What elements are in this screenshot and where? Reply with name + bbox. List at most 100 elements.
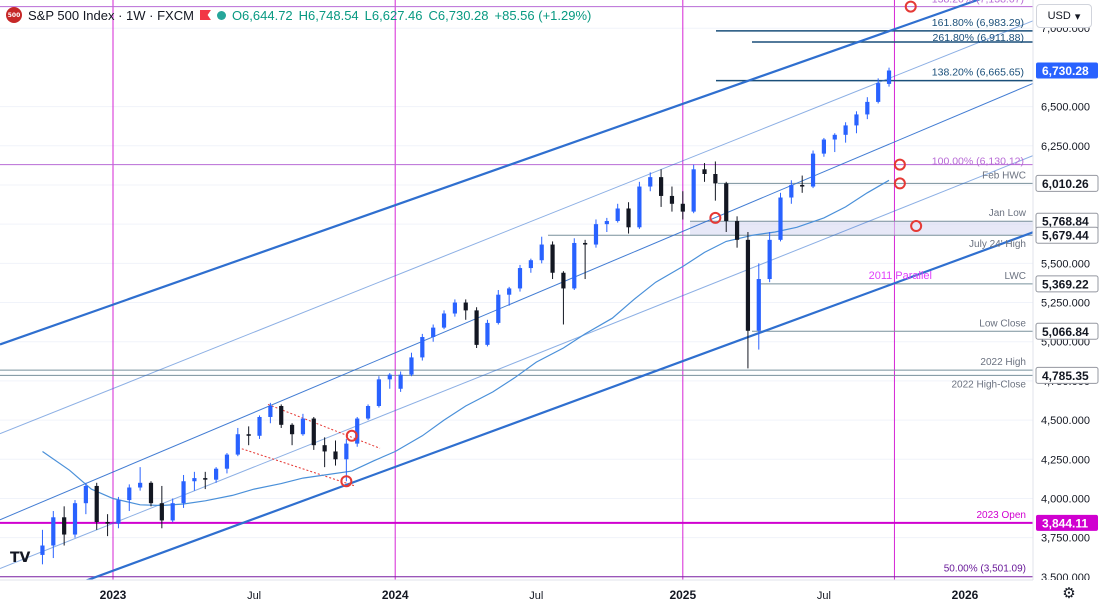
candle-body[interactable] xyxy=(800,184,805,187)
candle-body[interactable] xyxy=(224,454,230,469)
candle-body[interactable] xyxy=(680,203,685,212)
candle-body[interactable] xyxy=(268,406,273,417)
candle-body[interactable] xyxy=(745,239,751,331)
candle-body[interactable] xyxy=(583,242,588,245)
candle-body[interactable] xyxy=(713,174,718,184)
candle-body[interactable] xyxy=(539,244,544,261)
candle-body[interactable] xyxy=(441,313,447,328)
candle-body[interactable] xyxy=(127,487,132,501)
candle-body[interactable] xyxy=(659,177,664,196)
candle-body[interactable] xyxy=(300,418,306,435)
candle-body[interactable] xyxy=(148,482,154,504)
grid-layer xyxy=(0,27,1033,578)
candle-body[interactable] xyxy=(311,418,316,446)
candle-body[interactable] xyxy=(257,416,262,436)
candle-body[interactable] xyxy=(159,503,164,521)
candle-body[interactable] xyxy=(528,260,533,269)
candle-body[interactable] xyxy=(810,153,816,187)
price-tag-label: 5,369.22 xyxy=(1042,277,1089,291)
fib-level-label: 138.20% (7,138.07) xyxy=(932,0,1024,6)
price-tag xyxy=(1035,226,1099,244)
candle-body[interactable] xyxy=(72,503,78,535)
candle-body[interactable] xyxy=(561,272,566,289)
candle-body[interactable] xyxy=(507,288,512,295)
candle-body[interactable] xyxy=(420,337,425,358)
candle-body[interactable] xyxy=(756,279,761,331)
flag-icon[interactable] xyxy=(199,10,211,20)
candle-body[interactable] xyxy=(322,445,327,452)
candle-body[interactable] xyxy=(289,424,295,435)
candle-body[interactable] xyxy=(485,322,490,345)
candle-body[interactable] xyxy=(387,374,392,380)
tradingview-logo: TV xyxy=(10,550,31,566)
candle-body[interactable] xyxy=(203,478,208,480)
candle-body[interactable] xyxy=(181,481,186,504)
candle-body[interactable] xyxy=(724,183,729,222)
candle-body[interactable] xyxy=(821,139,827,154)
candle-body[interactable] xyxy=(62,517,67,535)
candle-body[interactable] xyxy=(192,478,197,482)
candle-body[interactable] xyxy=(51,517,56,546)
level-label: Jan Low xyxy=(989,208,1027,219)
candle-body[interactable] xyxy=(648,177,653,187)
price-tick-label: 4,500.000 xyxy=(1041,415,1090,427)
candle-body[interactable] xyxy=(409,357,414,375)
candle-body[interactable] xyxy=(105,522,110,524)
candle-body[interactable] xyxy=(138,482,143,488)
settings-gear-icon[interactable]: ⚙ xyxy=(1062,585,1076,602)
candle-body[interactable] xyxy=(246,434,251,436)
time-tick-label: Jul xyxy=(529,590,543,602)
candle-body[interactable] xyxy=(94,485,99,522)
candle-body[interactable] xyxy=(496,294,501,323)
candle-body[interactable] xyxy=(355,418,360,444)
candle-body[interactable] xyxy=(279,406,284,425)
candle-body[interactable] xyxy=(83,485,88,504)
candle-body[interactable] xyxy=(886,70,892,84)
candle-body[interactable] xyxy=(376,379,382,406)
candle-body[interactable] xyxy=(789,184,794,198)
candle-body[interactable] xyxy=(626,208,631,228)
price-tag-label: 6,730.28 xyxy=(1042,64,1089,78)
candle-body[interactable] xyxy=(669,195,675,204)
candle-body[interactable] xyxy=(854,114,859,126)
candle-body[interactable] xyxy=(734,221,740,240)
candle-body[interactable] xyxy=(365,406,371,419)
pivot-marker xyxy=(345,429,358,442)
candle-body[interactable] xyxy=(517,268,523,289)
candle-body[interactable] xyxy=(333,451,338,460)
candle-body[interactable] xyxy=(344,443,349,460)
candle-body[interactable] xyxy=(593,224,599,245)
candle-body[interactable] xyxy=(550,244,555,273)
price-tag-label: 5,768.84 xyxy=(1042,215,1089,229)
candle-body[interactable] xyxy=(615,208,620,222)
candle-body[interactable] xyxy=(637,186,642,228)
level-label: Feb HWC xyxy=(982,170,1026,181)
candle-body[interactable] xyxy=(843,125,848,135)
candle-body[interactable] xyxy=(452,302,457,314)
candle-body[interactable] xyxy=(214,468,219,480)
candle-body[interactable] xyxy=(604,221,609,225)
candle-body[interactable] xyxy=(463,302,468,311)
channel-line-quarter xyxy=(0,155,1034,569)
candle-body[interactable] xyxy=(691,169,696,212)
candle-body[interactable] xyxy=(40,545,45,555)
candle-body[interactable] xyxy=(431,327,436,338)
pivot-marker xyxy=(893,177,906,190)
candle-body[interactable] xyxy=(116,500,121,524)
channel-layer xyxy=(0,0,1034,604)
currency-selector[interactable]: USD ▾ xyxy=(1036,4,1092,28)
candle-body[interactable] xyxy=(398,374,403,389)
candle-body[interactable] xyxy=(832,134,837,140)
candle-body[interactable] xyxy=(235,434,240,455)
candle-body[interactable] xyxy=(702,169,707,174)
candle-body[interactable] xyxy=(876,83,881,102)
price-tick-label: 3,750.000 xyxy=(1041,533,1090,545)
candle-body[interactable] xyxy=(767,239,772,280)
symbol-title[interactable]: S&P 500 Index · 1W · FXCM xyxy=(28,7,194,23)
candle-body[interactable] xyxy=(170,503,175,521)
candle-body[interactable] xyxy=(474,310,479,345)
candle-body[interactable] xyxy=(778,197,783,240)
candle-body[interactable] xyxy=(865,101,870,115)
candle-body[interactable] xyxy=(572,242,577,289)
